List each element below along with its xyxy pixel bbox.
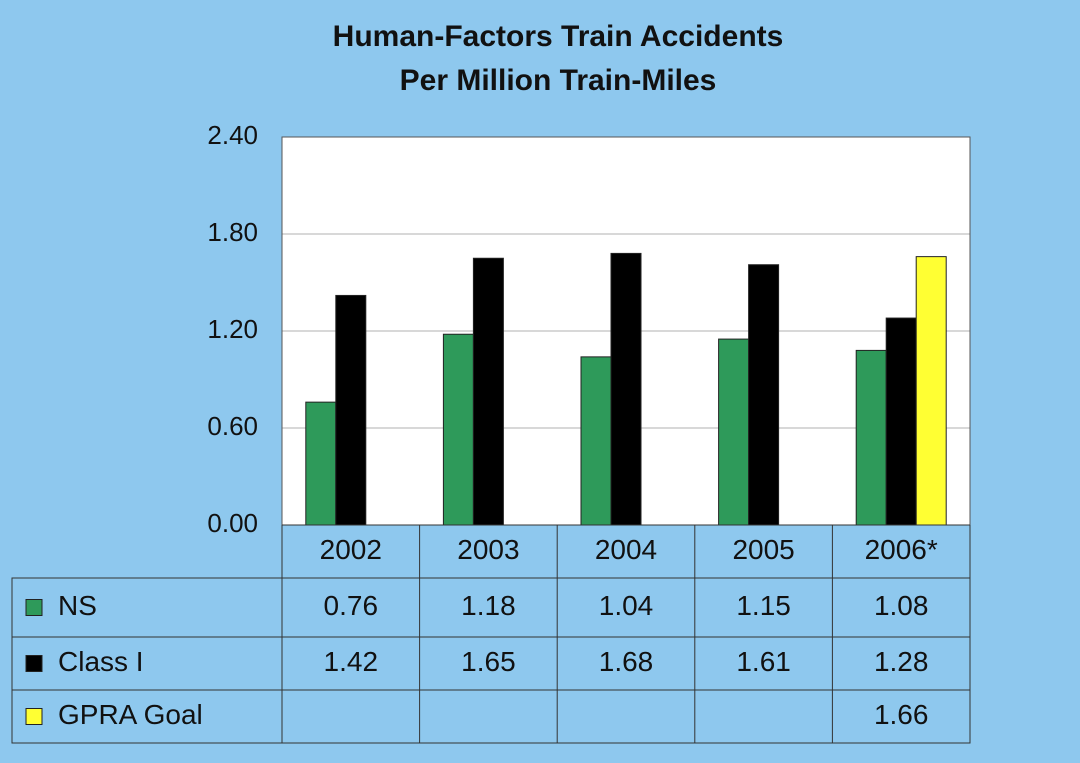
legend-label: Class I: [58, 646, 144, 677]
y-tick-label: 1.20: [207, 314, 258, 344]
data-label: 1.66: [874, 699, 929, 730]
data-label: 1.61: [736, 646, 791, 677]
bar: [335, 294, 367, 526]
x-tick-label: 2003: [457, 534, 519, 565]
data-label: 1.18: [461, 590, 516, 621]
y-tick-label: 0.00: [207, 508, 258, 538]
data-label: 1.04: [599, 590, 654, 621]
data-label: 0.76: [324, 590, 379, 621]
data-label: 1.08: [874, 590, 929, 621]
bar: [472, 257, 504, 526]
chart-title: Human-Factors Train Accidents: [333, 20, 784, 53]
bar: [442, 333, 474, 526]
legend-label: GPRA Goal: [58, 699, 203, 730]
legend-swatch: [25, 708, 43, 725]
data-label: 1.65: [461, 646, 516, 677]
data-label: 1.28: [874, 646, 929, 677]
y-tick-label: 0.60: [207, 411, 258, 441]
x-tick-label: 2006*: [865, 534, 938, 565]
y-tick-label: 1.80: [207, 217, 258, 247]
legend-swatch: [25, 599, 43, 616]
data-label: 1.15: [736, 590, 791, 621]
legend-swatch: [25, 655, 43, 672]
bar: [610, 252, 642, 526]
bar: [855, 349, 887, 526]
bar: [718, 338, 750, 526]
x-tick-label: 2005: [732, 534, 794, 565]
x-tick-label: 2002: [320, 534, 382, 565]
legend-label: NS: [58, 590, 97, 621]
bar: [580, 356, 612, 526]
y-tick-label: 2.40: [207, 120, 258, 150]
data-label: 1.42: [324, 646, 379, 677]
bar: [748, 264, 780, 526]
bar: [305, 401, 337, 526]
x-tick-label: 2004: [595, 534, 657, 565]
chart-title: Per Million Train-Miles: [400, 64, 717, 97]
bar: [915, 256, 947, 526]
bar: [885, 317, 917, 526]
data-label: 1.68: [599, 646, 654, 677]
